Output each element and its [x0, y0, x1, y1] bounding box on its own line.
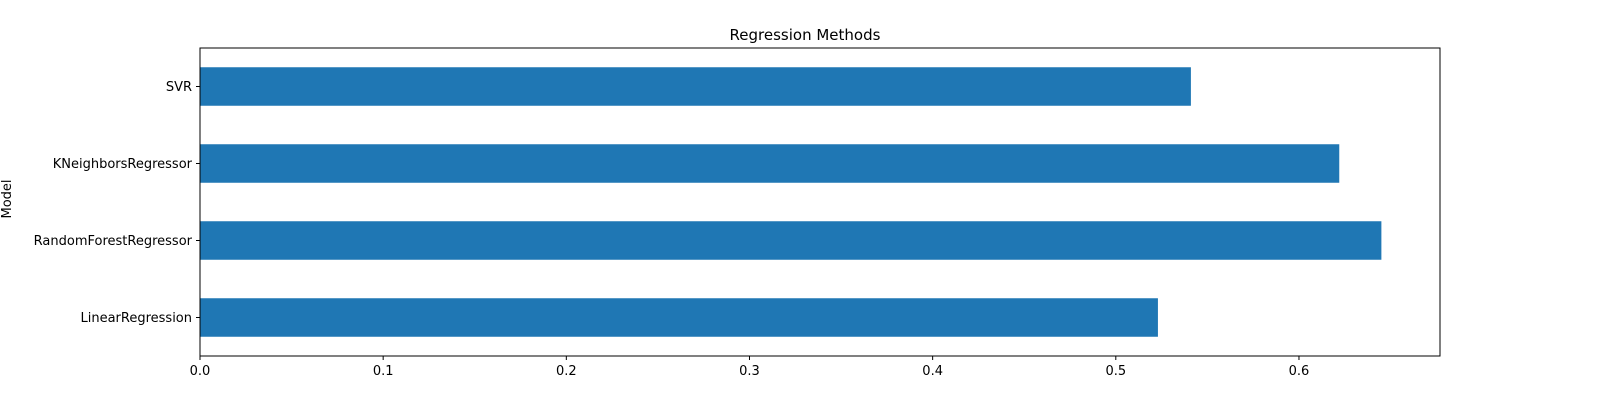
x-tick-label: 0.2 [556, 364, 577, 379]
bars-group [200, 67, 1382, 337]
x-ticks-group: 0.0 0.1 0.2 0.3 0.4 0.5 0.6 [190, 356, 1310, 379]
bar-linearregression [200, 298, 1158, 337]
bar-randomforestregressor [200, 221, 1382, 260]
x-tick-label: 0.0 [190, 364, 211, 379]
bar-kneighborsregressor [200, 144, 1340, 183]
chart-title: Regression Methods [730, 26, 881, 44]
x-tick-label: 0.5 [1105, 364, 1126, 379]
y-tick-label: SVR [166, 80, 192, 95]
y-tick-label: KNeighborsRegressor [53, 157, 193, 172]
x-tick-label: 0.3 [739, 364, 760, 379]
x-tick-label: 0.1 [373, 364, 394, 379]
x-tick-label: 0.4 [922, 364, 943, 379]
plot-frame [199, 47, 1441, 357]
y-tick-label: RandomForestRegressor [34, 234, 193, 249]
y-axis-label: Model [0, 179, 15, 218]
x-tick-label: 0.6 [1289, 364, 1310, 379]
bar-svr [200, 67, 1191, 106]
y-tick-label: LinearRegression [80, 311, 192, 326]
y-ticks-group: LinearRegression RandomForestRegressor KNe… [34, 80, 200, 326]
